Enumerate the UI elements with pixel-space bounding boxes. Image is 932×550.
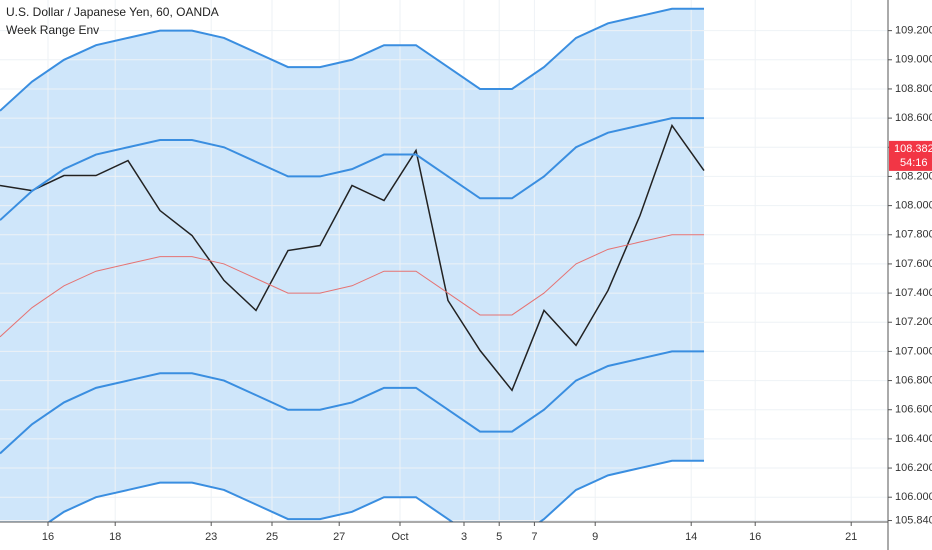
last-price-tag: [889, 140, 932, 171]
y-tick-label: 108.200: [895, 170, 932, 182]
band-line: [0, 350, 704, 455]
chart-subtitle: Week Range Env: [6, 23, 99, 37]
x-tick-label: 9: [592, 531, 598, 543]
last-price-label: 108.382: [894, 143, 932, 155]
band-line: [0, 7, 704, 112]
y-tick-label: 109.000: [895, 54, 932, 66]
y-tick-label: 108.600: [895, 112, 932, 124]
x-tick-label: 16: [42, 531, 54, 543]
y-tick-label: 106.200: [895, 462, 932, 474]
price-axis: [888, 0, 932, 550]
x-tick-label: 3: [461, 531, 467, 543]
band-line: [0, 117, 704, 221]
y-tick-label: 107.800: [895, 229, 932, 241]
band-line: [0, 234, 704, 338]
y-tick-label: 108.000: [895, 199, 932, 211]
y-tick-label: 107.000: [895, 345, 932, 357]
y-tick-label: 107.600: [895, 258, 932, 270]
y-tick-label: 106.000: [895, 491, 932, 503]
x-tick-label: 7: [531, 531, 537, 543]
x-tick-label: 27: [333, 531, 345, 543]
chart-title: U.S. Dollar / Japanese Yen, 60, OANDA: [6, 5, 219, 19]
x-tick-label: 21: [845, 531, 857, 543]
price-line: [0, 123, 705, 392]
y-tick-label: 106.600: [895, 404, 932, 416]
y-tick-label: 105.840: [895, 514, 932, 526]
y-tick-label: 106.800: [895, 374, 932, 386]
y-tick-label: 106.400: [895, 433, 932, 445]
plot-area: [0, 0, 888, 550]
countdown-label: 54:16: [900, 157, 928, 169]
band-line: [12, 459, 704, 550]
y-tick-label: 107.400: [895, 287, 932, 299]
y-tick-label: 108.800: [895, 83, 932, 95]
time-axis: [0, 522, 888, 550]
band-fill: [0, 8, 704, 550]
x-tick-label: 5: [496, 531, 502, 543]
x-tick-label: 14: [685, 531, 697, 543]
x-tick-label: Oct: [391, 531, 408, 543]
x-tick-label: 23: [205, 531, 217, 543]
x-tick-label: 16: [749, 531, 761, 543]
y-tick-label: 107.200: [895, 316, 932, 328]
x-tick-label: 18: [109, 531, 121, 543]
x-tick-label: 25: [266, 531, 278, 543]
y-tick-label: 109.200: [895, 25, 932, 37]
